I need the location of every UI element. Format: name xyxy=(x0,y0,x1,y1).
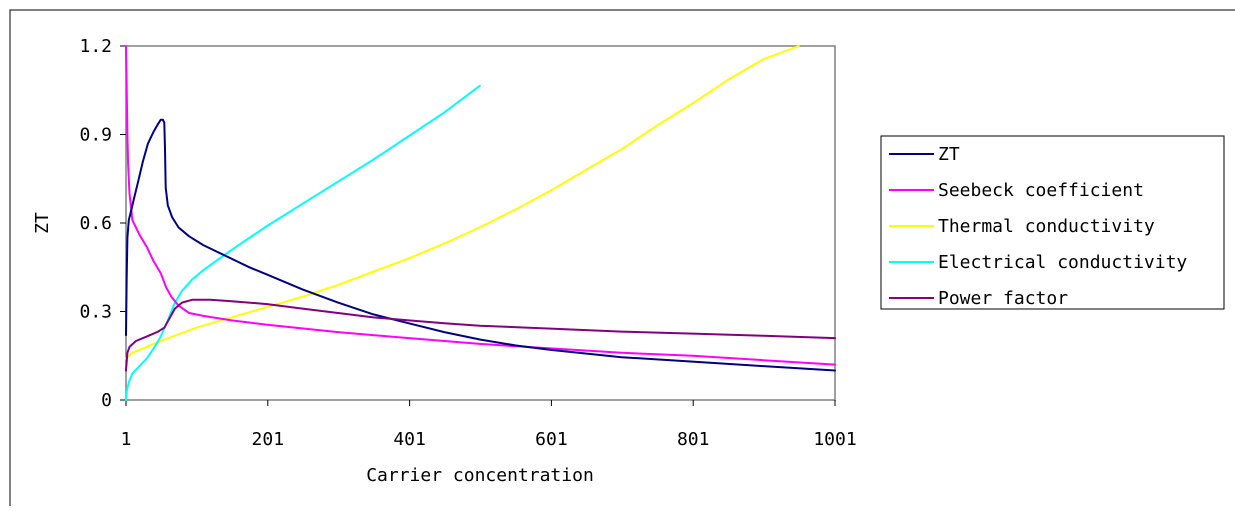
y-tick-label: 0.6 xyxy=(79,213,112,234)
legend-label: Thermal conductivity xyxy=(938,216,1155,237)
legend: ZT Seebeck coefficient Thermal conductivit… xyxy=(880,135,1225,310)
x-axis-title: Carrier concentration xyxy=(366,465,594,486)
plot-area xyxy=(125,45,836,401)
series-line-zt xyxy=(125,118,836,372)
legend-box xyxy=(880,135,1225,310)
legend-label: Power factor xyxy=(938,288,1068,309)
x-axis: 1 201 401 601 801 1001 xyxy=(121,400,857,450)
x-tick-label: 401 xyxy=(393,429,426,450)
y-axis-title: ZT xyxy=(32,212,53,234)
x-tick-label: 1001 xyxy=(813,429,856,450)
x-tick-label: 801 xyxy=(677,429,710,450)
series-line-electrical-conductivity xyxy=(125,84,481,401)
y-tick-label: 0 xyxy=(101,390,112,411)
legend-label: Seebeck coefficient xyxy=(938,180,1144,201)
series-layer xyxy=(125,45,836,401)
y-tick-label: 0.9 xyxy=(79,125,112,146)
legend-label: Electrical conductivity xyxy=(938,252,1187,273)
series-line-power-factor xyxy=(125,298,836,372)
series-line-thermal-conductivity xyxy=(125,45,800,360)
y-tick-label: 0.3 xyxy=(79,302,112,323)
x-tick-label: 1 xyxy=(121,429,132,450)
x-tick-label: 601 xyxy=(535,429,568,450)
y-axis: 0 0.3 0.6 0.9 1.2 xyxy=(79,36,126,411)
legend-label: ZT xyxy=(938,144,960,165)
x-tick-label: 201 xyxy=(252,429,285,450)
y-tick-label: 1.2 xyxy=(79,36,112,57)
